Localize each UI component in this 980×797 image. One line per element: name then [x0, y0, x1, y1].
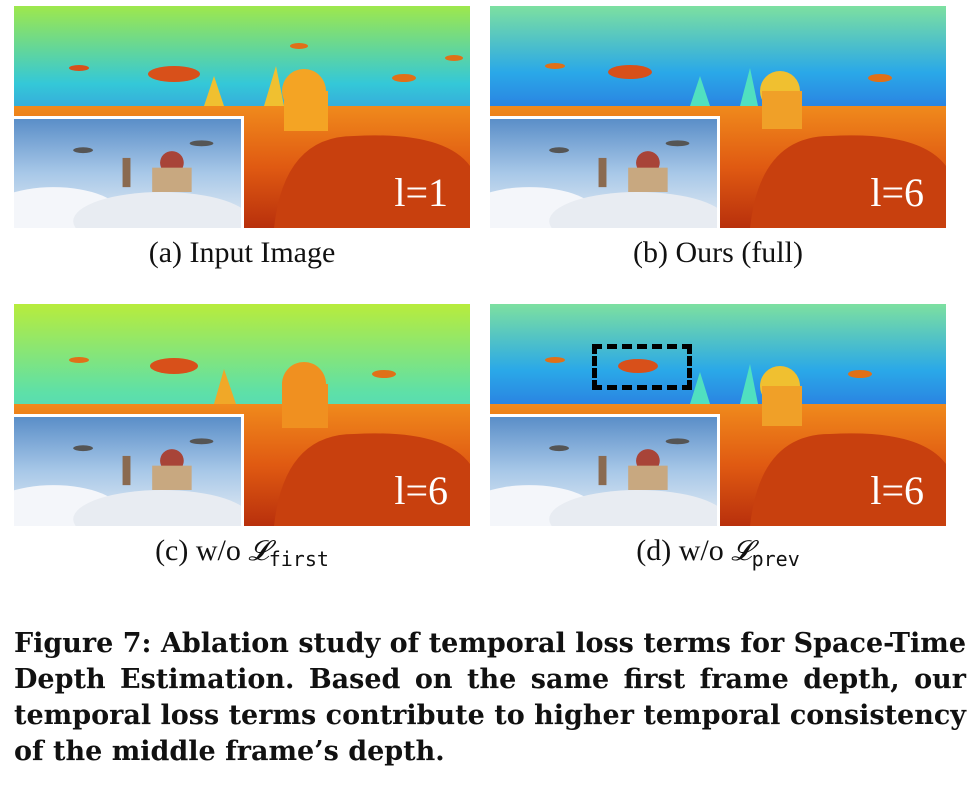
panel-a: l=1 — [14, 6, 470, 228]
panel-c: l=6 — [14, 304, 470, 526]
input-image-inset-d — [490, 414, 720, 526]
level-label: l=6 — [870, 170, 924, 215]
loss-subscript: first — [268, 547, 329, 571]
input-image-inset-c — [14, 414, 244, 526]
caption-c: (c) w/o 𝓛first — [14, 534, 470, 571]
caption-d: (d) w/o 𝓛prev — [490, 534, 946, 571]
loss-subscript: prev — [751, 547, 800, 571]
caption-prefix: (d) w/o — [636, 534, 732, 567]
loss-symbol: 𝓛 — [248, 534, 269, 567]
figure-caption: Figure 7: Ablation study of temporal los… — [14, 626, 966, 770]
caption-a: (a) Input Image — [148, 236, 336, 269]
input-image-inset-b — [490, 116, 720, 228]
figure-caption-text: Ablation study of temporal loss terms fo… — [14, 628, 966, 767]
loss-symbol: 𝓛 — [731, 534, 752, 567]
input-image-inset-a — [14, 116, 244, 228]
panel-b: l=6 — [490, 6, 946, 228]
level-label: l=1 — [394, 170, 448, 215]
caption-prefix: (c) w/o — [155, 534, 249, 567]
level-label: l=6 — [394, 468, 448, 513]
level-label: l=6 — [870, 468, 924, 513]
highlight-box — [592, 344, 692, 390]
figure-label: Figure 7: — [14, 628, 152, 659]
caption-b: (b) Ours (full) — [633, 236, 803, 269]
panel-d: l=6 — [490, 304, 946, 526]
